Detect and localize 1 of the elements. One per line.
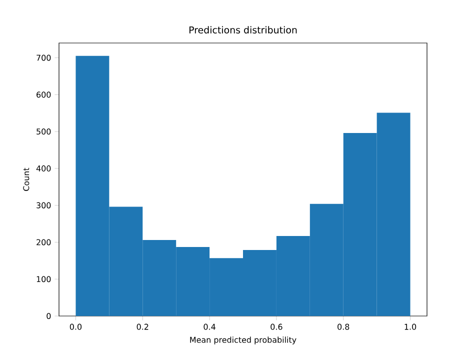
chart-title: Predictions distribution	[189, 26, 297, 34]
